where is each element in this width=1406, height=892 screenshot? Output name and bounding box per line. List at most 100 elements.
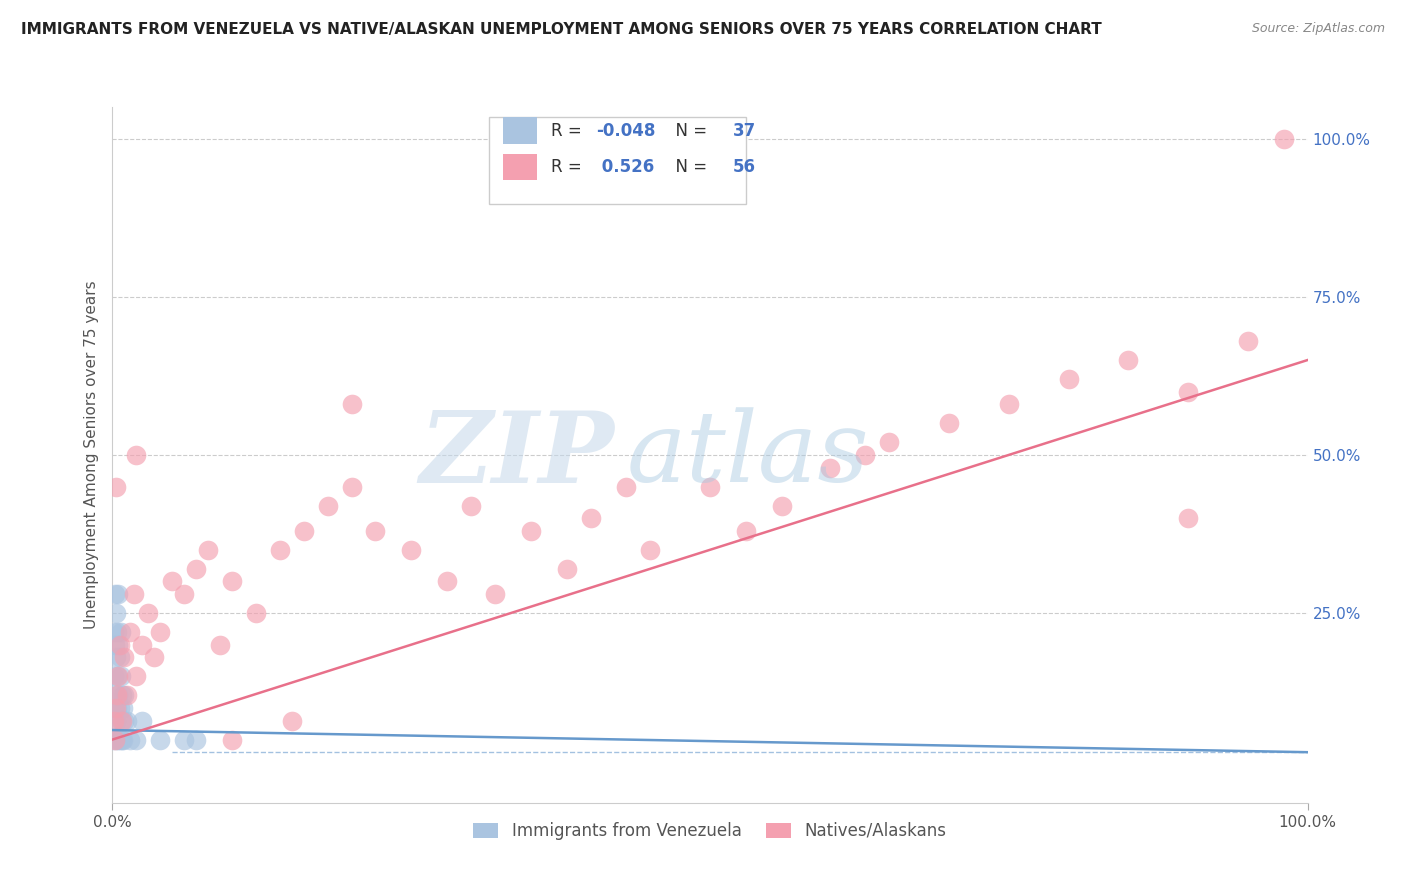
Point [735,524,758,538]
Text: 0.526: 0.526 [596,158,655,176]
Point [340,479,363,493]
Point [143,650,166,665]
Point [1272,131,1295,145]
Text: -0.048: -0.048 [596,121,655,140]
Point [104,638,127,652]
FancyBboxPatch shape [503,118,537,144]
Point [879,435,901,450]
Point [520,524,543,538]
Point [579,511,602,525]
Text: atlas: atlas [627,408,869,502]
Point [998,397,1021,411]
Text: R =: R = [551,158,588,176]
Text: IMMIGRANTS FROM VENEZUELA VS NATIVE/ALASKAN UNEMPLOYMENT AMONG SENIORS OVER 75 Y: IMMIGRANTS FROM VENEZUELA VS NATIVE/ALAS… [21,22,1102,37]
Point [484,587,506,601]
Point [1237,334,1260,348]
Point [818,460,841,475]
Point [104,587,127,601]
Point [105,701,128,715]
Point [699,479,721,493]
Point [103,625,125,640]
Point [103,701,125,715]
Point [938,417,960,431]
Point [105,701,128,715]
Point [105,625,128,640]
Text: N =: N = [665,158,711,176]
Point [125,669,148,683]
Text: 37: 37 [733,121,756,140]
Point [1057,372,1080,386]
Point [281,714,304,728]
Point [108,650,131,665]
Point [107,638,129,652]
Point [104,732,127,747]
Point [105,606,128,620]
Point [173,587,195,601]
Point [292,524,315,538]
Point [104,688,127,702]
Point [110,625,132,640]
Point [103,669,125,683]
Point [401,542,423,557]
Point [101,732,124,747]
Point [105,479,128,493]
Point [114,688,135,702]
Point [855,448,877,462]
FancyBboxPatch shape [489,118,747,204]
Point [131,714,153,728]
Point [107,669,129,683]
Point [131,638,153,652]
Point [221,574,243,589]
Point [1118,353,1140,368]
Point [555,562,578,576]
Point [173,732,195,747]
Point [105,714,128,728]
Point [105,732,128,747]
Point [110,714,132,728]
Point [111,732,134,747]
Point [111,714,134,728]
Point [120,732,142,747]
Point [770,499,793,513]
Point [1177,384,1199,399]
Text: ZIP: ZIP [419,407,614,503]
Y-axis label: Unemployment Among Seniors over 75 years: Unemployment Among Seniors over 75 years [83,281,98,629]
Text: Source: ZipAtlas.com: Source: ZipAtlas.com [1251,22,1385,36]
Point [1177,511,1199,525]
Point [460,499,482,513]
Text: N =: N = [665,121,711,140]
Point [138,606,160,620]
Point [103,714,125,728]
Point [269,542,291,557]
Point [111,688,134,702]
Point [107,732,129,747]
Point [149,732,172,747]
Point [115,688,138,702]
Point [125,448,148,462]
Point [108,638,131,652]
Point [112,701,135,715]
Point [114,650,135,665]
Point [125,732,148,747]
Point [162,574,183,589]
Point [122,587,145,601]
Point [107,688,129,702]
Text: R =: R = [551,121,588,140]
FancyBboxPatch shape [503,153,537,180]
Point [186,562,208,576]
Point [107,587,129,601]
Point [197,542,219,557]
Point [108,732,131,747]
Point [436,574,458,589]
Point [105,688,128,702]
Point [186,732,208,747]
Point [105,650,128,665]
Point [340,397,363,411]
Point [364,524,387,538]
Point [149,625,172,640]
Point [105,669,128,683]
Point [114,714,135,728]
Point [110,669,132,683]
Point [640,542,662,557]
Point [221,732,243,747]
